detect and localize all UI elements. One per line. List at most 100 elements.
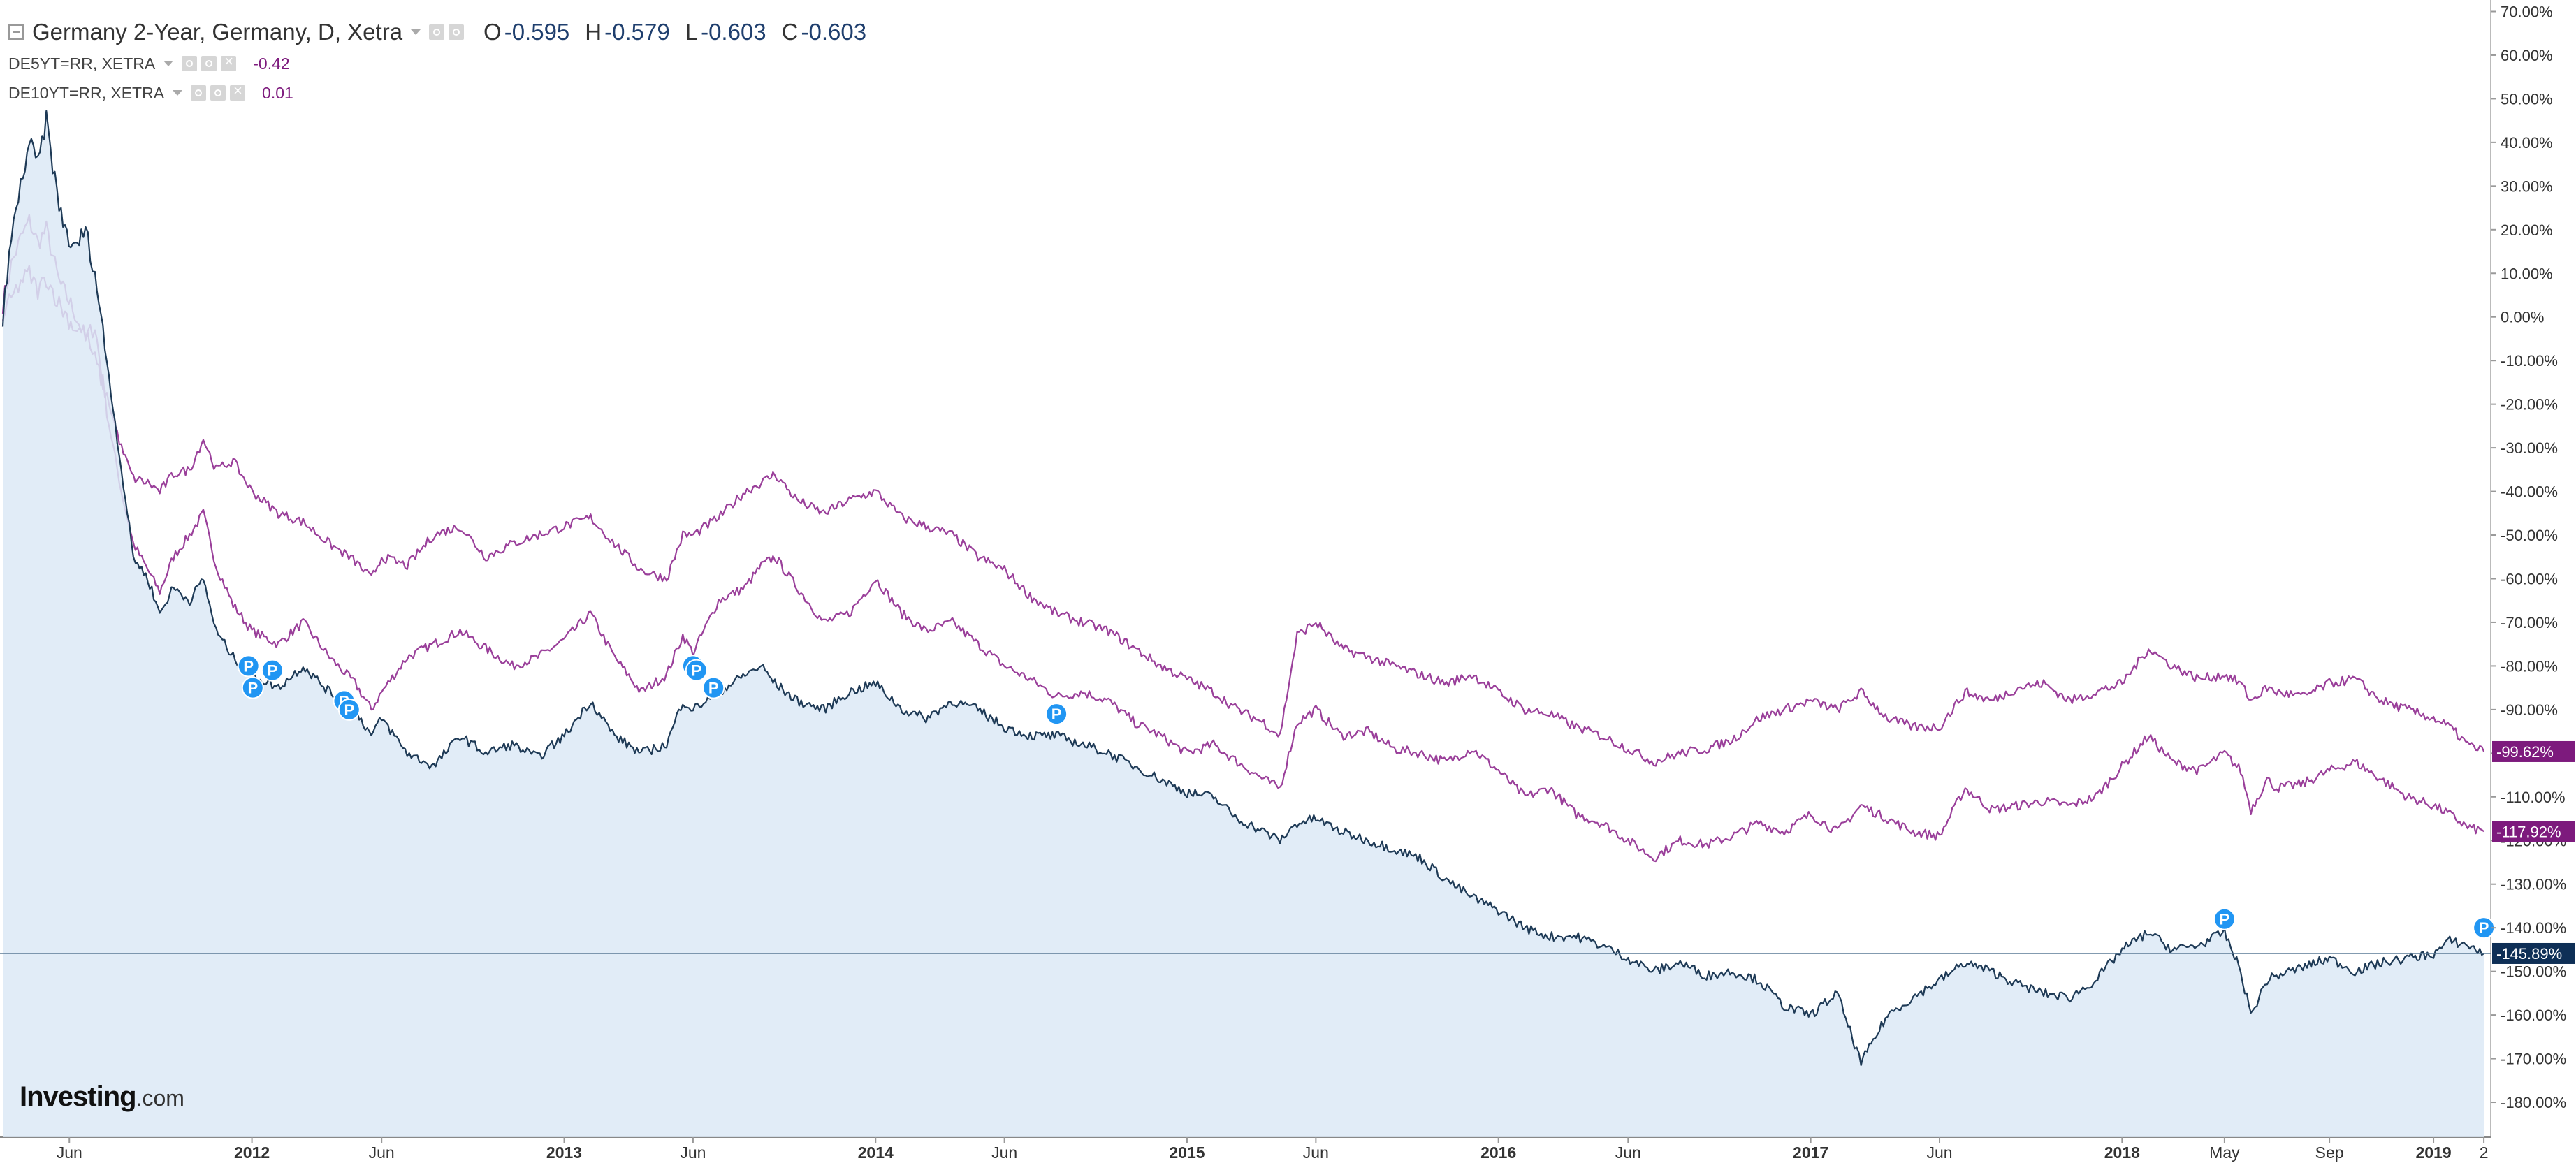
de10y-dropdown-icon[interactable] — [173, 90, 183, 96]
y-tick-label: -80.00% — [2501, 657, 2558, 675]
legend-row-de5y: DE5YT=RR, XETRA -0.42 — [8, 49, 866, 78]
de2y-area-fill — [3, 110, 2484, 1137]
de5y-remove-icon[interactable] — [221, 52, 237, 71]
event-marker — [337, 698, 361, 721]
logo-brand: Investing — [20, 1081, 137, 1112]
event-marker — [702, 676, 725, 699]
de5y-legend-value: -0.42 — [253, 54, 290, 73]
event-marker-label: P — [243, 657, 254, 675]
x-tick-label: 2017 — [1793, 1143, 1828, 1162]
y-tick-label: -40.00% — [2501, 483, 2558, 501]
y-tick-label: 70.00% — [2501, 3, 2553, 20]
x-tick-label: 2019 — [2415, 1143, 2451, 1162]
ohlc-open-value: -0.595 — [504, 19, 570, 45]
x-tick-label: 2018 — [2104, 1143, 2140, 1162]
y-tick-label: -130.00% — [2501, 876, 2566, 893]
main-series-title: Germany 2-Year, Germany, D, Xetra — [32, 19, 403, 45]
y-tick-label: 30.00% — [2501, 177, 2553, 195]
x-tick-label: Jun — [991, 1143, 1017, 1162]
y-tick-label: -60.00% — [2501, 570, 2558, 587]
y-tick-label: -170.00% — [2501, 1051, 2566, 1068]
de5y-dropdown-icon[interactable] — [163, 61, 174, 66]
main-series-dropdown-icon[interactable] — [411, 29, 421, 35]
event-marker — [237, 655, 260, 678]
event-marker — [241, 676, 264, 699]
y-tick-label: 0.00% — [2501, 309, 2544, 326]
ohlc-open-key: O — [483, 19, 502, 45]
y-tick-label: -140.00% — [2501, 919, 2566, 937]
logo-suffix: .com — [136, 1085, 184, 1111]
y-tick-label: -150.00% — [2501, 963, 2566, 981]
de10y-legend-name: DE10YT=RR, XETRA — [8, 83, 165, 102]
y-tick-label: -70.00% — [2501, 614, 2558, 631]
collapse-legend-icon[interactable] — [8, 24, 24, 40]
y-tick-label: -180.00% — [2501, 1094, 2566, 1111]
x-tick-label: 2015 — [1169, 1143, 1205, 1162]
event-marker — [261, 659, 284, 682]
last-value-tag — [2492, 740, 2575, 762]
event-marker-label: P — [708, 680, 719, 697]
legend-row-de10y: DE10YT=RR, XETRA 0.01 — [8, 78, 866, 108]
y-tick-label: 60.00% — [2501, 47, 2553, 64]
ohlc-close-key: C — [781, 19, 799, 45]
de2y-series-line — [1, 110, 2484, 1067]
x-tick-label: 2 — [2480, 1143, 2489, 1162]
x-tick-label: Jun — [1615, 1143, 1641, 1162]
x-tick-label: 2013 — [546, 1143, 582, 1162]
de5y-visibility-icon[interactable] — [182, 56, 198, 71]
x-tick-label: May — [2209, 1143, 2240, 1162]
y-tick-label: -50.00% — [2501, 527, 2558, 544]
y-tick-label: 50.00% — [2501, 90, 2553, 108]
ohlc-high-value: -0.579 — [604, 19, 670, 45]
event-marker — [685, 659, 708, 682]
de10y-legend-value: 0.01 — [262, 83, 293, 102]
event-marker-label: P — [247, 680, 258, 697]
y-tick-label: -20.00% — [2501, 396, 2558, 414]
event-marker-label: P — [268, 662, 278, 680]
last-value-tag — [2492, 821, 2575, 842]
ohlc-high-key: H — [585, 19, 602, 45]
x-tick-label: 2012 — [234, 1143, 270, 1162]
de5y-series-line — [1, 214, 2484, 863]
y-tick-label: -110.00% — [2501, 789, 2566, 806]
x-tick-label: 2014 — [858, 1143, 894, 1162]
de5y-legend-name: DE5YT=RR, XETRA — [8, 54, 156, 73]
ohlc-low-key: L — [685, 19, 699, 45]
y-tick-label: -90.00% — [2501, 701, 2558, 719]
de10y-visibility-icon[interactable] — [191, 85, 207, 101]
event-marker-label: P — [344, 701, 354, 719]
x-tick-label: Jun — [1303, 1143, 1329, 1162]
y-tick-label: 20.00% — [2501, 221, 2553, 239]
de10y-settings-icon[interactable] — [210, 85, 226, 101]
event-marker-label: P — [2220, 911, 2230, 928]
y-tick-label: 10.00% — [2501, 265, 2553, 282]
event-marker-label: P — [1051, 705, 1062, 723]
ohlc-low-value: -0.603 — [701, 19, 766, 45]
y-tick-label: -30.00% — [2501, 439, 2558, 457]
legend-main-row: Germany 2-Year, Germany, D, Xetra O -0.5… — [8, 15, 866, 49]
y-tick-label: 40.00% — [2501, 134, 2553, 152]
x-tick-label: Jun — [680, 1143, 706, 1162]
event-marker — [2213, 907, 2236, 930]
last-value-tag-label: -117.92% — [2496, 823, 2561, 840]
x-tick-label: 2016 — [1480, 1143, 1516, 1162]
event-marker-label: P — [691, 662, 701, 680]
main-series-visibility-icon[interactable] — [429, 24, 445, 40]
de10y-remove-icon[interactable] — [230, 82, 246, 101]
last-value-tag — [2492, 942, 2575, 964]
main-series-settings-icon[interactable] — [449, 24, 465, 40]
x-tick-label: Sep — [2315, 1143, 2344, 1162]
event-marker-label: P — [2479, 919, 2489, 937]
x-tick-label: Jun — [57, 1143, 82, 1162]
y-tick-label: -160.00% — [2501, 1007, 2566, 1024]
legend: Germany 2-Year, Germany, D, Xetra O -0.5… — [8, 15, 866, 108]
de5y-settings-icon[interactable] — [201, 56, 217, 71]
x-tick-label: Jun — [1926, 1143, 1952, 1162]
de10y-series-line — [1, 265, 2485, 767]
last-value-tag-label: -99.62% — [2496, 743, 2554, 761]
event-marker — [1045, 703, 1068, 726]
x-tick-label: Jun — [369, 1143, 395, 1162]
y-tick-label: -10.00% — [2501, 352, 2558, 370]
